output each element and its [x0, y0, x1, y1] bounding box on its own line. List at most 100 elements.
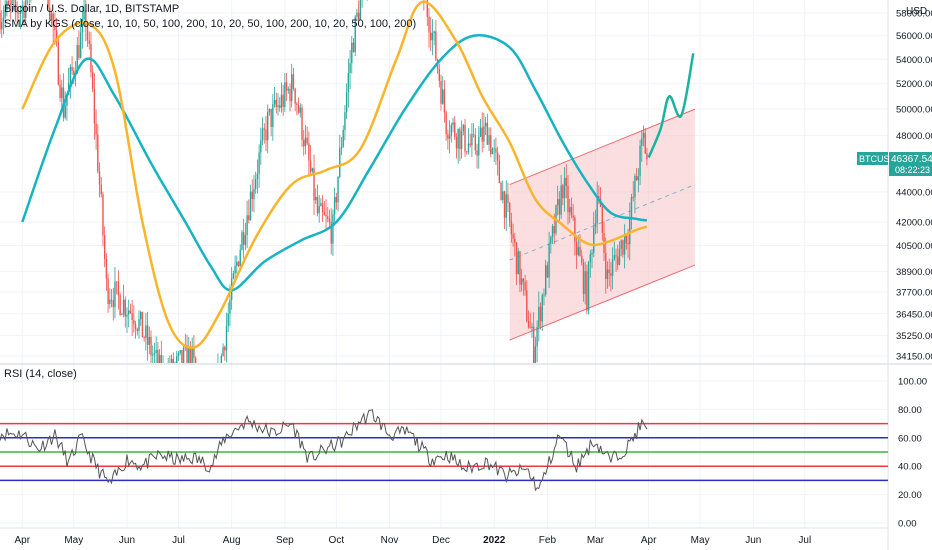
candle [632, 181, 634, 202]
candle [110, 289, 113, 308]
candle [428, 7, 430, 48]
projection-line [647, 53, 695, 158]
candle [275, 92, 277, 114]
price-axis-tick: 40500.00 [896, 241, 932, 252]
candle [299, 103, 301, 118]
candle [618, 241, 621, 266]
rsi-axis-tick: 100.00 [898, 377, 927, 388]
candle [71, 56, 73, 76]
candle [321, 195, 324, 222]
rsi-title[interactable]: RSI (14, close) [4, 368, 77, 380]
candle [622, 239, 624, 258]
candle [236, 255, 238, 274]
candle [337, 176, 339, 212]
channel-mid-line [509, 184, 696, 261]
time-axis[interactable]: Apr May Jun Jul Aug Sep Oct Nov Dec 2022 Feb Mar Apr… [15, 535, 812, 546]
candle [498, 154, 501, 184]
price-axis-tick: 48000.00 [896, 131, 932, 142]
candle [466, 151, 468, 155]
indicator-title[interactable]: SMA by KGS (close, 10, 10, 50, 100, 200,… [4, 18, 416, 30]
candle [145, 312, 147, 351]
price-badge: BTCUSD 46367.54 08:22:23 [857, 152, 932, 176]
candle [224, 345, 226, 361]
candle [493, 139, 495, 163]
candle [479, 118, 482, 137]
candle [49, 0, 51, 23]
candle [303, 130, 305, 156]
candle [157, 342, 159, 363]
candle [234, 255, 236, 281]
candle [124, 296, 126, 328]
badge-countdown: 08:22:23 [895, 165, 930, 175]
candle [467, 128, 470, 155]
candle [448, 120, 451, 154]
candle [170, 354, 173, 363]
time-axis-tick: Aug [223, 535, 241, 546]
candle [447, 129, 449, 150]
candle [613, 241, 616, 261]
channel-upper-line [509, 108, 696, 186]
candle [61, 79, 63, 110]
candle [352, 37, 355, 53]
candle [136, 327, 138, 336]
candle [50, 11, 53, 27]
price-axis[interactable]: 58000.00 56000.00 54000.00 52000.00 50000.00… [896, 9, 932, 363]
badge-symbol: BTCUSD [859, 154, 897, 164]
candle [25, 0, 27, 21]
candle [220, 353, 223, 363]
candle [155, 336, 157, 363]
candle [562, 183, 564, 206]
candle [593, 211, 595, 258]
candle [109, 288, 111, 309]
candle [7, 0, 10, 6]
candle [335, 192, 338, 210]
candle [57, 38, 60, 86]
candle [347, 58, 350, 108]
candle [563, 167, 566, 212]
rsi-axis[interactable]: 100.00 80.00 60.00 40.00 20.00 0.00 [898, 377, 927, 530]
symbol-title[interactable]: Bitcoin / U.S. Dollar, 1D, BITSTAMP [4, 3, 179, 15]
candle [304, 124, 307, 155]
candle [91, 65, 94, 93]
time-axis-tick: Oct [329, 535, 345, 546]
candle [464, 118, 466, 157]
candle [112, 287, 114, 321]
candle [249, 184, 252, 221]
time-axis-tick: Mar [587, 535, 605, 546]
candle [176, 350, 178, 363]
candle [495, 137, 497, 165]
candle [273, 86, 276, 108]
candle [169, 355, 171, 363]
candle [122, 284, 125, 318]
candle [486, 113, 489, 145]
candle [333, 187, 336, 225]
time-axis-tick: Dec [432, 535, 450, 546]
candle [357, 0, 360, 26]
time-axis-tick: 2022 [483, 535, 506, 546]
candle [251, 179, 253, 212]
candle [268, 108, 271, 116]
candle [505, 180, 507, 232]
candle [330, 208, 332, 255]
candle [241, 230, 243, 251]
candle [97, 124, 99, 174]
candle [162, 355, 164, 363]
candle [536, 320, 538, 363]
badge-price: 46367.54 [891, 154, 932, 165]
candle [591, 248, 593, 269]
candle [443, 80, 446, 123]
candle [115, 281, 118, 295]
candle [474, 127, 477, 155]
price-axis-tick: 42000.00 [896, 218, 932, 229]
candle [158, 349, 161, 363]
candle [119, 292, 121, 317]
candle [140, 310, 142, 326]
candle [637, 167, 640, 193]
candle [284, 73, 286, 112]
candle [608, 258, 610, 287]
candle [265, 115, 267, 151]
candle [589, 249, 592, 278]
currency-label: USD [906, 6, 927, 17]
candle [313, 154, 315, 215]
